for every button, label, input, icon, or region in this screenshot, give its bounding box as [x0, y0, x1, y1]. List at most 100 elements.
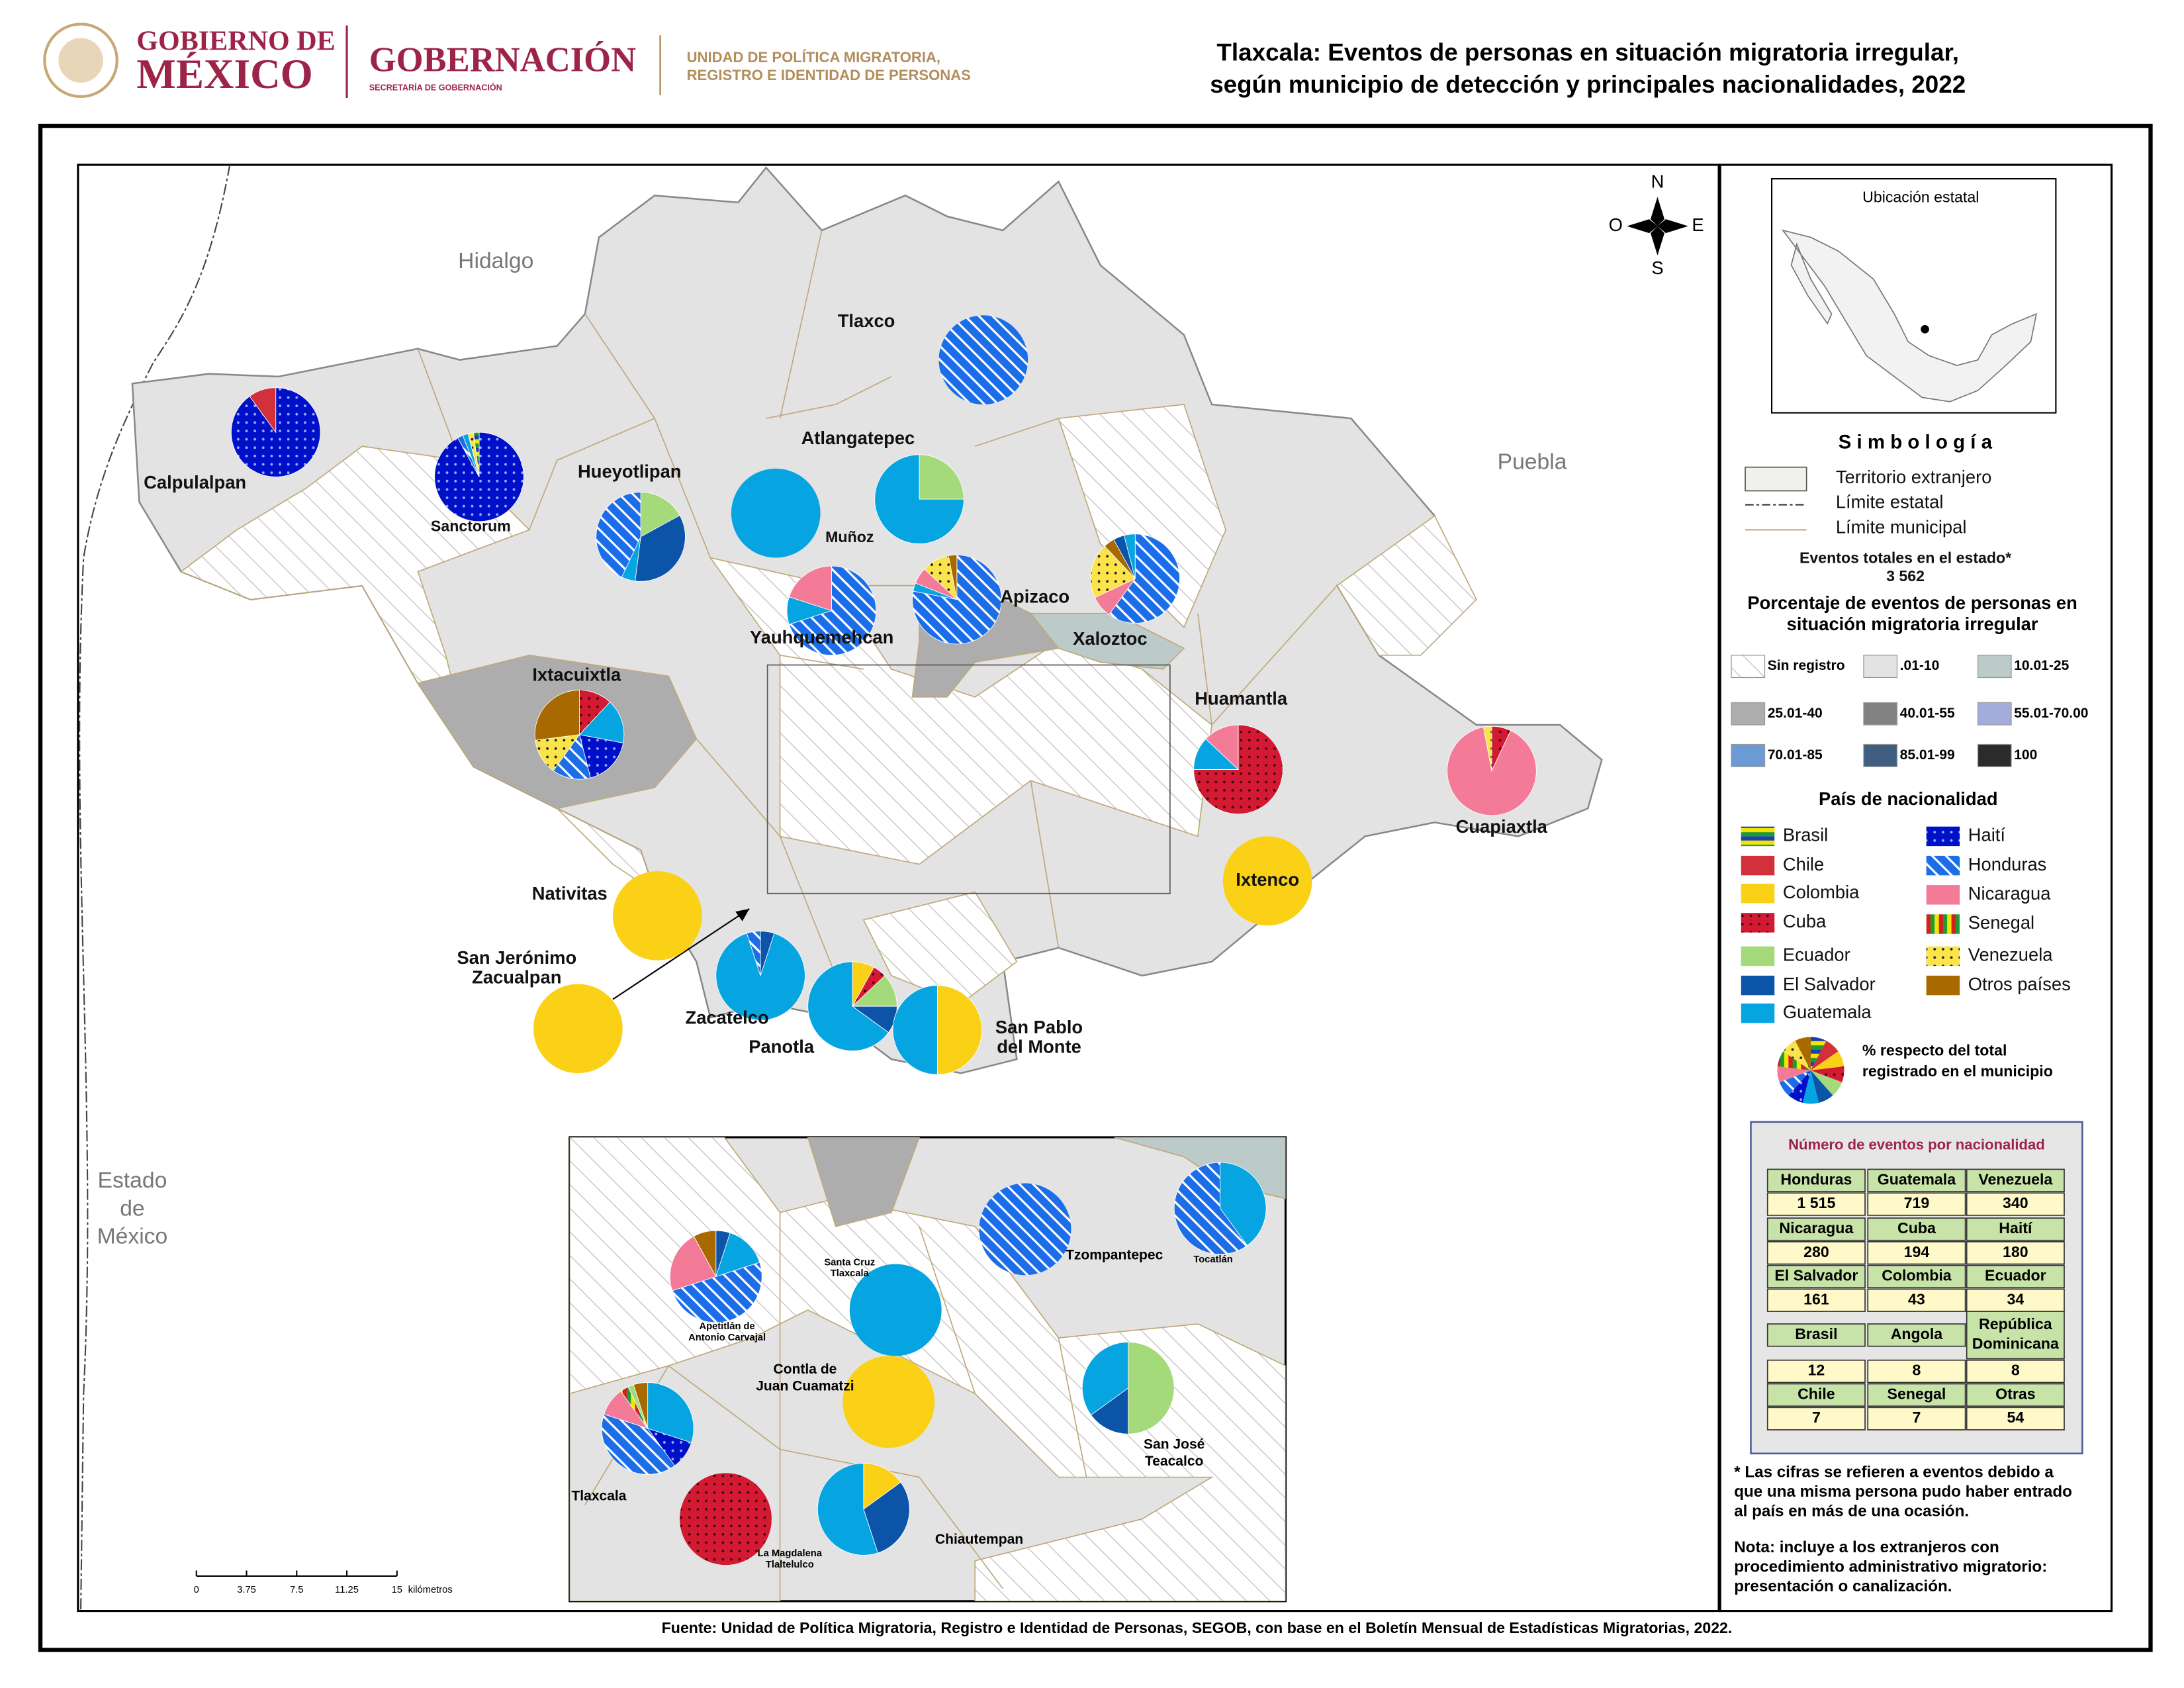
ministry: GOBERNACIÓN	[369, 40, 636, 79]
gov-line2: MÉXICO	[136, 51, 313, 97]
scale-tick-label: 3.75	[237, 1585, 256, 1595]
compass-s: S	[1651, 258, 1663, 278]
table-name-cell	[1867, 1383, 1966, 1407]
pie-slice	[1090, 1387, 1129, 1434]
municipality-label: San Pablo	[995, 1017, 1083, 1037]
unit-line: REGISTRO E IDENTIDAD DE PERSONAS	[687, 67, 971, 83]
pie-slice	[1193, 724, 1283, 815]
table-value-cell	[1867, 1241, 1966, 1265]
no-record-area	[1336, 515, 1477, 656]
table-name-cell	[1966, 1311, 2065, 1360]
nationality-swatch	[1741, 826, 1775, 847]
pie-slice	[849, 1264, 942, 1356]
pie-slice	[640, 492, 680, 538]
outer-frame	[38, 123, 2153, 1652]
table-name: Dominicana	[1972, 1335, 2060, 1352]
scale-tick-label: 0	[194, 1585, 199, 1595]
table-value-cell	[1966, 1288, 2065, 1312]
table-name: Nicaragua	[1779, 1219, 1854, 1237]
state-label: Puebla	[1498, 449, 1567, 474]
arrow-head	[735, 908, 750, 921]
class-swatch	[1977, 702, 2012, 726]
table-value: 8	[2011, 1362, 2020, 1379]
table-value-cell	[1966, 1192, 2065, 1216]
nationality-swatch	[1741, 946, 1775, 966]
municipality-label: San José	[1144, 1437, 1205, 1452]
municipality-label: Nativitas	[532, 883, 608, 904]
nationality-title: País de nacionalidad	[1819, 788, 1997, 809]
no-record-area	[1058, 404, 1226, 629]
table-name-cell	[1966, 1217, 2065, 1241]
table-value-cell	[1766, 1359, 1866, 1383]
sample-pie-slice	[1810, 1066, 1844, 1082]
municipality-label: del Monte	[997, 1037, 1081, 1057]
sample-pie-slice	[1810, 1041, 1839, 1070]
class-label: 85.01-99	[1900, 747, 1955, 763]
table-value-cell	[1867, 1359, 1966, 1383]
table-value: 161	[1803, 1290, 1829, 1307]
table-value: 8	[1912, 1362, 1921, 1379]
compass-o: O	[1609, 214, 1623, 235]
pie-slice	[578, 734, 624, 778]
nationality-label: Cuba	[1783, 911, 1827, 931]
class-swatch	[1731, 655, 1766, 679]
pie-slice	[842, 1356, 935, 1448]
class-swatch	[1977, 743, 2012, 767]
unit-line: UNIDAD DE POLÍTICA MIGRATORIA,	[687, 49, 941, 66]
pie-slice	[1205, 724, 1239, 771]
pie-slice	[936, 985, 983, 1075]
class-label: 40.01-55	[1900, 706, 1955, 721]
table-name: Ecuador	[1985, 1267, 2046, 1284]
nationality-swatch	[1926, 946, 1960, 966]
table-value: 54	[2007, 1409, 2024, 1426]
ministry-sub: SECRETARÍA DE GOBERNACIÓN	[369, 83, 502, 93]
pie-slice	[533, 984, 623, 1074]
table-name-cell	[1867, 1217, 1966, 1241]
table-value: 194	[1904, 1243, 1930, 1260]
nationality-swatch	[1926, 885, 1960, 905]
nationality-label: Guatemala	[1783, 1002, 1872, 1022]
pie-note: registrado en el municipio	[1862, 1062, 2053, 1080]
pie-slice	[1081, 1341, 1129, 1416]
location-title: Ubicación estatal	[1862, 189, 1979, 206]
pie-slice	[578, 702, 625, 743]
pie-slice	[553, 733, 591, 780]
table-name: Angola	[1891, 1325, 1944, 1342]
table-name: República	[1979, 1315, 2053, 1333]
table-value: 180	[2003, 1243, 2028, 1260]
municipality-label: Apetitlán de	[699, 1321, 754, 1332]
municipality-label: Contla de	[774, 1362, 837, 1377]
table-value: 340	[2003, 1194, 2028, 1211]
sample-pie-slice	[1779, 1070, 1811, 1096]
pie-slice	[788, 565, 877, 656]
nationality-label: Honduras	[1968, 854, 2047, 874]
table-title: Número de eventos por nacionalidad	[1788, 1136, 2045, 1152]
nationality-swatch	[1741, 975, 1775, 996]
percent-title: Porcentaje de eventos de personas en	[1747, 592, 2077, 613]
class-label: 100	[2014, 747, 2037, 763]
title-line: según municipio de detección y principal…	[1210, 71, 1966, 98]
municipality-label: Ixtenco	[1236, 869, 1299, 890]
class-label: .01-10	[1900, 658, 1940, 673]
state-boundary	[79, 165, 231, 1611]
municipality-label: Juan Cuamatzi	[756, 1378, 854, 1393]
pie-slice	[672, 1262, 762, 1323]
pie-slice	[919, 454, 964, 500]
pie-slice	[807, 961, 889, 1051]
emblem	[43, 23, 118, 98]
state-label: Estado	[98, 1168, 167, 1193]
municipality-label: Zacatelco	[686, 1007, 769, 1027]
pie-slice	[1222, 836, 1312, 926]
nationality-swatch	[1741, 913, 1775, 933]
table-name: Senegal	[1888, 1385, 1946, 1402]
sample-pie-slice	[1810, 1070, 1843, 1096]
table-value: 7	[1812, 1409, 1821, 1426]
pie-slice	[715, 933, 805, 1021]
nationality-label: Haití	[1968, 825, 2006, 845]
municipality-label: Huamantla	[1195, 688, 1288, 708]
pie-slice	[863, 1463, 901, 1510]
symbol-label: Límite municipal	[1836, 517, 1967, 538]
nota: presentación o canalización.	[1734, 1577, 1952, 1595]
pie-note: % respecto del total	[1862, 1042, 2007, 1059]
municipality-label: Tlaxcala	[831, 1268, 870, 1279]
